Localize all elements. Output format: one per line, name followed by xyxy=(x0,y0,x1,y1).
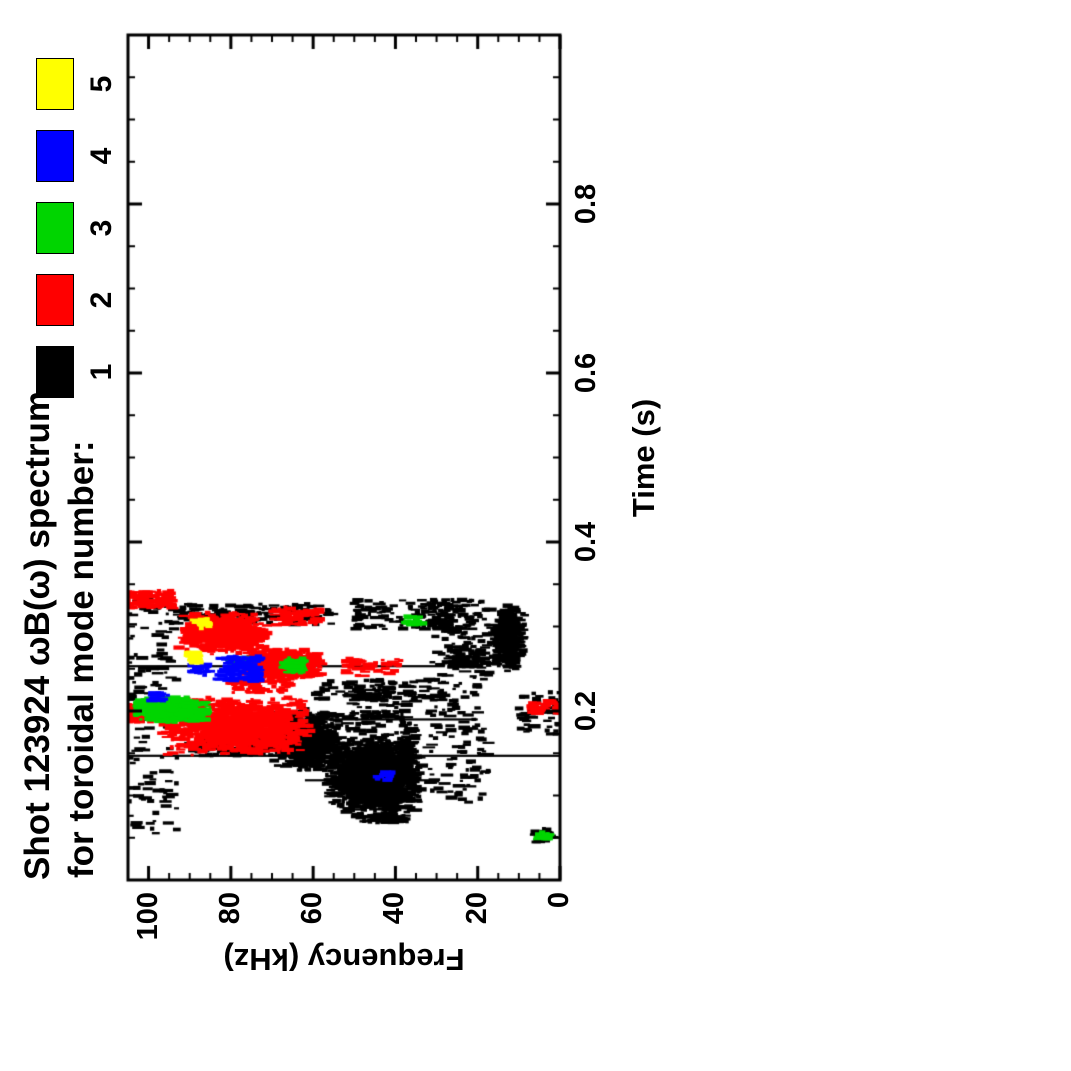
legend-item-mode-5: 5 xyxy=(36,58,118,110)
legend-label: 2 xyxy=(85,291,118,309)
mode-number-legend: 1 2 3 4 5 xyxy=(36,58,118,398)
plot-title-line1: Shot 123924 ωB(ω) spectrum xyxy=(18,391,57,880)
time-tick-label: 0.2 xyxy=(570,690,602,732)
legend-item-mode-4: 4 xyxy=(36,130,118,182)
legend-item-mode-3: 3 xyxy=(36,202,118,254)
frequency-tick-label: 60 xyxy=(296,892,329,925)
x-axis-title: Time (s) xyxy=(626,398,661,518)
frequency-tick-label: 20 xyxy=(460,892,493,925)
legend-label: 1 xyxy=(85,363,118,381)
legend-swatch-red xyxy=(36,274,74,326)
time-tick-label: 0.8 xyxy=(570,183,602,225)
legend-label: 5 xyxy=(85,75,118,93)
plot-area xyxy=(128,35,560,880)
legend-label: 3 xyxy=(85,219,118,237)
frequency-tick-label: 40 xyxy=(378,892,411,925)
frequency-tick-label: 80 xyxy=(213,892,246,925)
legend-item-mode-1: 1 xyxy=(36,346,118,398)
legend-swatch-black xyxy=(36,346,74,398)
legend-swatch-blue xyxy=(36,130,74,182)
plot-title-line2: for toroidal mode number: xyxy=(62,440,101,879)
time-tick-label: 0.4 xyxy=(570,521,602,563)
legend-swatch-yellow xyxy=(36,58,74,110)
legend-swatch-green xyxy=(36,202,74,254)
legend-item-mode-2: 2 xyxy=(36,274,118,326)
frequency-tick-label: 100 xyxy=(131,892,164,941)
time-tick-label: 0.6 xyxy=(570,352,602,394)
legend-label: 4 xyxy=(85,147,118,165)
frequency-tick-label: 0 xyxy=(543,892,575,909)
